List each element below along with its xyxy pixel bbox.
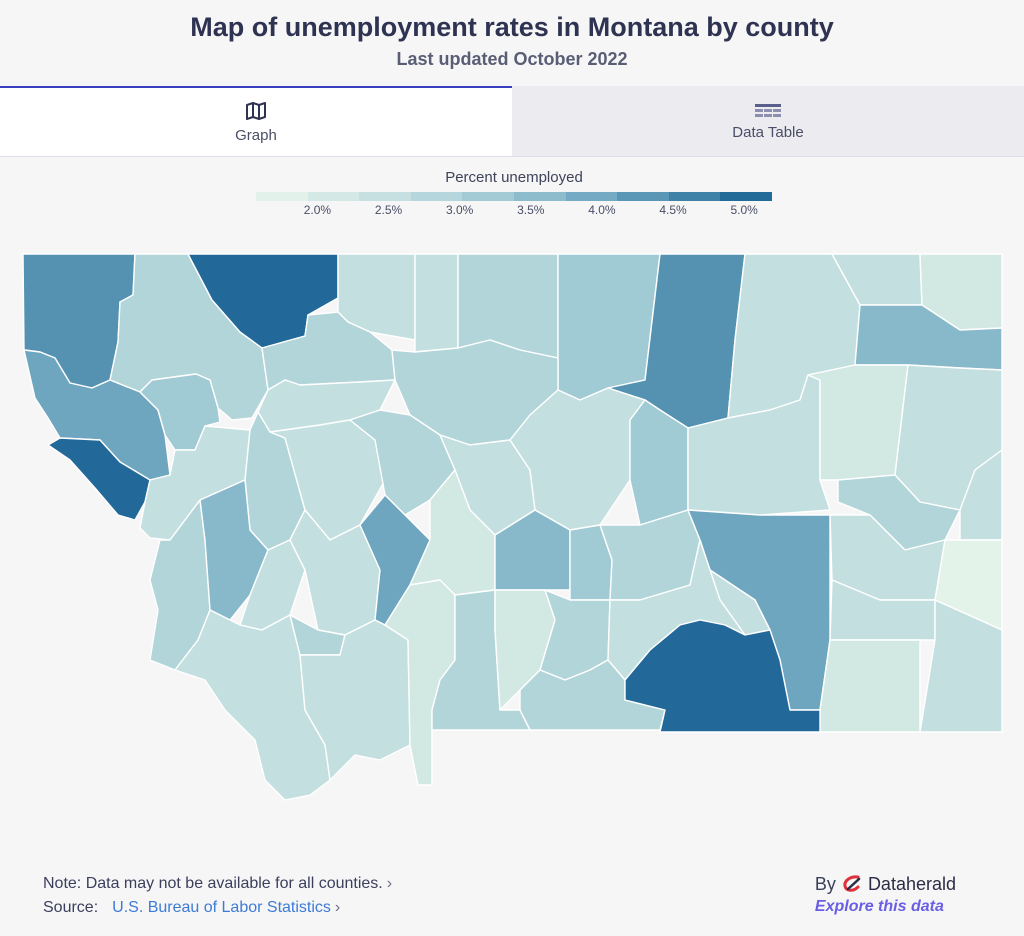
legend-tick-label: 3.0% bbox=[445, 203, 474, 217]
montana-county-map bbox=[22, 253, 1003, 801]
legend-swatch bbox=[462, 192, 514, 201]
tab-data-table[interactable]: Data Table bbox=[512, 86, 1024, 156]
page-title: Map of unemployment rates in Montana by … bbox=[190, 12, 834, 42]
page-subtitle: Last updated October 2022 bbox=[396, 49, 628, 69]
legend-swatch bbox=[359, 192, 411, 201]
brand-name[interactable]: Dataherald bbox=[867, 874, 956, 894]
tab-graph[interactable]: Graph bbox=[0, 86, 512, 156]
legend-tick-label: 2.0% bbox=[303, 203, 332, 217]
attribution: By Dataherald Explore this data bbox=[815, 872, 956, 916]
county-lewis-and-clark[interactable] bbox=[269, 419, 386, 541]
county-powder-river[interactable] bbox=[819, 639, 921, 733]
legend-tick-label: 3.5% bbox=[517, 203, 545, 217]
explore-data-link[interactable]: Explore this data bbox=[814, 898, 944, 915]
county-carter[interactable] bbox=[919, 599, 1003, 733]
county-big-horn[interactable] bbox=[624, 619, 821, 733]
county-mccone[interactable] bbox=[807, 364, 909, 481]
legend-tick-label: 4.5% bbox=[659, 203, 687, 217]
tab-data-table-label: Data Table bbox=[732, 123, 804, 141]
by-label: By bbox=[814, 874, 836, 894]
note-row[interactable]: Note: Data may not be available for all … bbox=[43, 872, 392, 896]
tab-bar: Graph Data Table bbox=[0, 86, 1024, 157]
tab-graph-label: Graph bbox=[235, 126, 277, 144]
chevron-right-icon: › bbox=[334, 899, 341, 916]
county-hill[interactable] bbox=[457, 253, 559, 359]
legend-swatch bbox=[617, 192, 669, 201]
legend-swatch bbox=[410, 192, 463, 201]
county-liberty[interactable] bbox=[414, 253, 459, 353]
source-label: Source: bbox=[43, 899, 99, 916]
legend-swatch bbox=[256, 192, 308, 201]
chevron-right-icon: › bbox=[386, 875, 393, 892]
legend-tick-label: 5.0% bbox=[730, 203, 758, 217]
header: Map of unemployment rates in Montana by … bbox=[0, 0, 1024, 76]
legend-tick-label: 4.0% bbox=[588, 203, 616, 217]
legend-swatch bbox=[565, 192, 618, 201]
legend-swatch bbox=[720, 192, 772, 201]
map-icon bbox=[245, 101, 267, 121]
color-legend: Percent unemployed 2.0% 2.5% 3.0% 3.5% 4.0% 4… bbox=[256, 168, 772, 219]
legend-title: Percent unemployed bbox=[445, 169, 583, 186]
source-row: Source: U.S. Bureau of Labor Statistics … bbox=[43, 896, 392, 920]
table-icon bbox=[755, 103, 781, 118]
legend-tick-label: 2.5% bbox=[374, 203, 403, 217]
legend-swatch bbox=[668, 192, 721, 201]
dataherald-logo-icon bbox=[842, 875, 862, 893]
legend-ticks: 2.0% 2.5% 3.0% 3.5% 4.0% 4.5% 5.0% bbox=[256, 203, 772, 219]
county-lake[interactable] bbox=[139, 373, 221, 451]
legend-swatch bbox=[307, 192, 360, 201]
footer-notes: Note: Data may not be available for all … bbox=[43, 872, 392, 920]
note-text: Note: Data may not be available for all … bbox=[43, 875, 383, 892]
legend-swatch bbox=[513, 192, 566, 201]
by-line: By Dataherald bbox=[815, 872, 956, 896]
source-link[interactable]: U.S. Bureau of Labor Statistics bbox=[112, 899, 331, 916]
legend-color-bar bbox=[256, 192, 772, 201]
